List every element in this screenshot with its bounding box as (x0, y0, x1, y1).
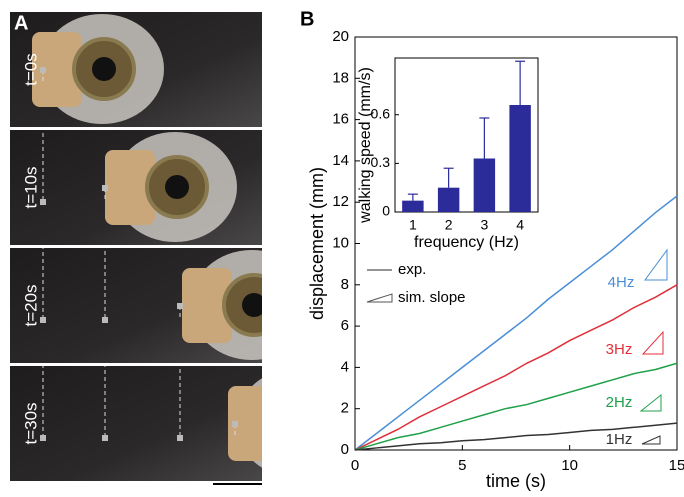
x-axis-label: time (s) (486, 471, 546, 491)
y-tick-label: 0 (382, 203, 390, 219)
photo (10, 248, 262, 363)
error-bar (407, 193, 418, 201)
robot-pad (228, 386, 262, 461)
series-line (354, 362, 678, 451)
photo (10, 366, 330, 481)
y-tick-label: 12 (332, 193, 349, 210)
y-tick-label: 20 (332, 28, 349, 45)
error-bar (443, 167, 454, 188)
y-tick-label: 2 (341, 400, 349, 417)
robot-pad (32, 32, 82, 107)
x-tick-label: 2 (445, 217, 453, 233)
y-tick-label: 8 (341, 276, 349, 293)
x-tick-label: 0 (351, 457, 359, 474)
series-label: 1Hz (606, 431, 633, 448)
x-tick-label: 10 (561, 457, 578, 474)
slope-triangle (639, 393, 662, 412)
frame-time-label: t=20s (21, 284, 40, 326)
y-axis-label: walking speed (mm/s) (357, 67, 374, 224)
photo-bg (10, 366, 262, 481)
robot-pad (105, 150, 155, 225)
slope-triangle (641, 435, 661, 445)
photo-frame: t=30s (10, 366, 330, 481)
frame-time-label: t=30s (21, 402, 40, 444)
bar (437, 187, 460, 212)
y-tick-label: 0.3 (371, 154, 391, 170)
robot-pad (182, 268, 232, 343)
slope-triangle (641, 330, 664, 355)
legend-label: sim. slope (398, 289, 466, 306)
bar (402, 200, 424, 212)
photo-frame: t=20s (10, 248, 262, 363)
slope-triangle (644, 248, 668, 281)
photo (10, 12, 262, 127)
photo-frame: t=10s (10, 130, 262, 245)
trace-dot (40, 317, 46, 323)
panel-label: A (14, 12, 28, 34)
x-tick-label: 3 (480, 217, 488, 233)
panel-label: B (300, 8, 314, 30)
y-tick-label: 4 (341, 358, 349, 375)
error-bar (515, 60, 526, 106)
series-label: 4Hz (608, 274, 635, 291)
trace-dot (232, 421, 238, 427)
trace-dot (40, 435, 46, 441)
photo-frame: t=0s (10, 12, 262, 127)
trace-dot (177, 303, 183, 309)
error-bar (479, 117, 490, 159)
robot-core (165, 175, 189, 199)
y-tick-label: 14 (332, 152, 349, 169)
frame-time-label: t=0s (21, 53, 40, 86)
robot-core (242, 293, 262, 317)
series-line (354, 422, 678, 451)
robot-core (288, 411, 312, 435)
y-axis-label: displacement (mm) (307, 167, 327, 320)
y-tick-label: 16 (332, 111, 349, 128)
series-line (354, 284, 678, 451)
y-tick-label: 10 (332, 234, 349, 251)
series-label: 2Hz (606, 394, 633, 411)
x-axis-label: frequency (Hz) (414, 234, 519, 251)
legend-label: exp. (398, 261, 426, 278)
trace-dot (102, 317, 108, 323)
x-tick-label: 15 (669, 457, 684, 474)
trace-dot (102, 435, 108, 441)
x-tick-label: 4 (516, 217, 524, 233)
trace-dot (40, 199, 46, 205)
photo (10, 130, 262, 245)
bar (473, 158, 496, 212)
photo-panel: t=0s t=10s t=20s t=30s A (10, 12, 330, 485)
y-tick-label: 0.6 (371, 105, 391, 121)
trace-dot (40, 67, 46, 73)
series-line (354, 195, 678, 451)
y-tick-label: 18 (332, 69, 349, 86)
y-tick-label: 0 (341, 441, 349, 458)
robot-core (92, 57, 116, 81)
legend-triangle (366, 293, 393, 303)
robot-motor (270, 393, 330, 453)
trace-dot (177, 435, 183, 441)
frame-time-label: t=10s (21, 166, 40, 208)
series-label: 3Hz (606, 341, 633, 358)
bar (509, 105, 531, 212)
y-tick-label: 6 (341, 317, 349, 334)
trace-dot (102, 185, 108, 191)
x-tick-label: 5 (458, 457, 466, 474)
x-tick-label: 1 (409, 217, 417, 233)
